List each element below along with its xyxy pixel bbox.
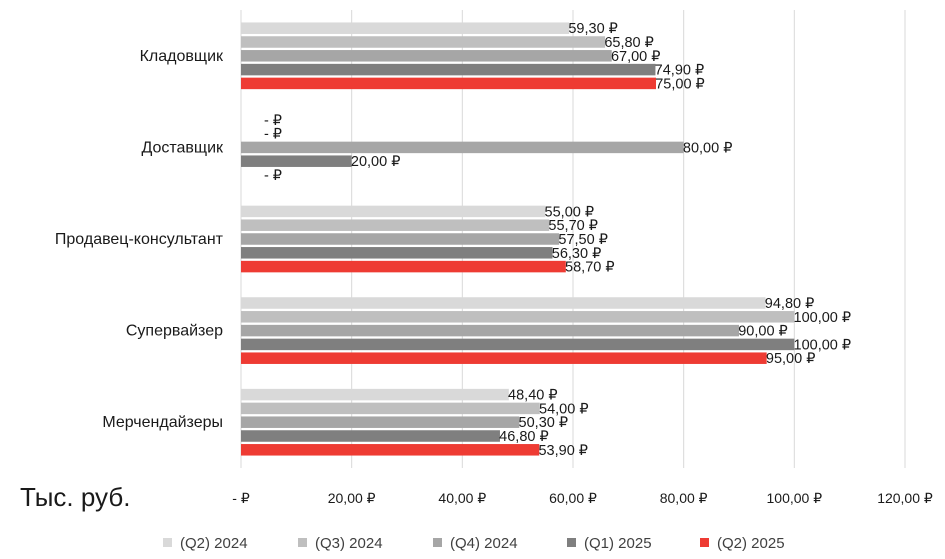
- data-label-prodavets-konsultant-series-5: 58,70 ₽: [565, 260, 615, 276]
- legend-label-series-3: (Q4) 2024: [450, 535, 518, 552]
- data-labels: 59,30 ₽65,80 ₽67,00 ₽74,90 ₽75,00 ₽- ₽- …: [264, 21, 852, 459]
- x-tick-label: 60,00 ₽: [549, 490, 597, 506]
- bar-kladovshchik-series-1: [241, 22, 570, 34]
- legend-label-series-1: (Q2) 2024: [180, 535, 248, 552]
- bar-merchendaizery-series-1: [241, 388, 509, 401]
- bar-merchendaizery-series-3: [241, 416, 520, 428]
- data-label-supervaizer-series-3: 90,00 ₽: [738, 324, 788, 340]
- data-label-supervaizer-series-4: 100,00 ₽: [794, 337, 852, 353]
- data-label-dostavshchik-series-5: - ₽: [264, 168, 283, 184]
- data-label-merchendaizery-series-5: 53,90 ₽: [538, 443, 588, 459]
- bar-merchendaizery-series-2: [241, 402, 540, 415]
- bar-dostavshchik-series-3: [241, 141, 684, 154]
- x-tick-label: 80,00 ₽: [660, 490, 708, 506]
- legend-swatch-series-3: [433, 538, 442, 547]
- legend-label-series-2: (Q3) 2024: [315, 535, 383, 552]
- bar-kladovshchik-series-4: [241, 63, 656, 76]
- bar-prodavets-konsultant-series-5: [241, 260, 566, 273]
- category-label-kladovshchik: Кладовщик: [140, 48, 224, 65]
- data-label-merchendaizery-series-4: 46,80 ₽: [499, 429, 549, 445]
- bar-prodavets-konsultant-series-2: [241, 219, 550, 231]
- bar-merchendaizery-series-5: [241, 444, 540, 456]
- x-axis-tick-labels: - ₽ 20,00 ₽ 40,00 ₽ 60,00 ₽ 80,00 ₽ 100,00 ₽ 1…: [232, 490, 933, 506]
- data-label-merchendaizery-series-2: 54,00 ₽: [539, 401, 589, 417]
- bar-supervaizer-series-2: [241, 311, 795, 323]
- x-tick-label: 100,00 ₽: [767, 490, 823, 506]
- bar-supervaizer-series-5: [241, 352, 767, 364]
- x-tick-label: 120,00 ₽: [877, 490, 933, 506]
- category-label-merchendaizery: Мерчендайзеры: [102, 414, 223, 431]
- bar-dostavshchik-series-4: [241, 155, 352, 167]
- bar-kladovshchik-series-3: [241, 50, 612, 62]
- data-label-dostavshchik-series-3: 80,00 ₽: [683, 140, 733, 156]
- data-label-kladovshchik-series-5: 75,00 ₽: [655, 76, 705, 92]
- data-label-kladovshchik-series-1: 59,30 ₽: [568, 21, 618, 37]
- bar-supervaizer-series-3: [241, 324, 739, 337]
- x-tick-label: - ₽: [232, 490, 250, 506]
- data-label-dostavshchik-series-4: 20,00 ₽: [351, 154, 401, 170]
- legend-swatch-series-1: [163, 538, 172, 547]
- data-label-supervaizer-series-5: 95,00 ₽: [766, 351, 816, 367]
- legend-swatch-series-4: [567, 538, 576, 547]
- bars: [241, 22, 795, 456]
- bar-supervaizer-series-1: [241, 297, 766, 309]
- data-label-supervaizer-series-2: 100,00 ₽: [794, 310, 852, 326]
- data-label-prodavets-konsultant-series-3: 57,50 ₽: [558, 232, 608, 248]
- bar-kladovshchik-series-5: [241, 77, 656, 90]
- data-label-merchendaizery-series-1: 48,40 ₽: [508, 388, 558, 404]
- data-label-kladovshchik-series-4: 74,90 ₽: [655, 63, 705, 79]
- data-label-prodavets-konsultant-series-4: 56,30 ₽: [552, 246, 602, 262]
- bar-prodavets-konsultant-series-1: [241, 205, 546, 218]
- bar-prodavets-konsultant-series-4: [241, 247, 553, 259]
- legend-label-series-4: (Q1) 2025: [584, 535, 652, 552]
- bar-merchendaizery-series-4: [241, 430, 500, 442]
- legend: (Q2) 2024 (Q3) 2024 (Q4) 2024 (Q1) 2025 (Q2)…: [163, 535, 785, 552]
- bar-kladovshchik-series-2: [241, 36, 606, 48]
- category-label-supervaizer: Супервайзер: [126, 323, 223, 340]
- x-tick-label: 20,00 ₽: [328, 490, 376, 506]
- data-label-kladovshchik-series-3: 67,00 ₽: [611, 49, 661, 65]
- category-labels: Кладовщик Доставщик Продавец-консультант Су…: [55, 48, 224, 431]
- data-label-prodavets-konsultant-series-1: 55,00 ₽: [545, 204, 595, 220]
- data-label-dostavshchik-series-2: - ₽: [264, 127, 283, 143]
- data-label-kladovshchik-series-2: 65,80 ₽: [604, 35, 654, 51]
- data-label-supervaizer-series-1: 94,80 ₽: [765, 296, 815, 312]
- legend-swatch-series-5: [700, 538, 709, 547]
- legend-swatch-series-2: [298, 538, 307, 547]
- category-label-dostavshchik: Доставщик: [141, 139, 224, 156]
- data-label-merchendaizery-series-3: 50,30 ₽: [519, 415, 569, 431]
- data-label-prodavets-konsultant-series-2: 55,70 ₽: [548, 218, 598, 234]
- category-label-prodavets-konsultant: Продавец-консультант: [55, 231, 224, 248]
- x-tick-label: 40,00 ₽: [438, 490, 486, 506]
- data-label-dostavshchik-series-1: - ₽: [264, 113, 283, 129]
- bar-supervaizer-series-4: [241, 338, 795, 351]
- legend-label-series-5: (Q2) 2025: [717, 535, 785, 552]
- bar-prodavets-konsultant-series-3: [241, 233, 560, 245]
- unit-label: Тыс. руб.: [20, 482, 130, 512]
